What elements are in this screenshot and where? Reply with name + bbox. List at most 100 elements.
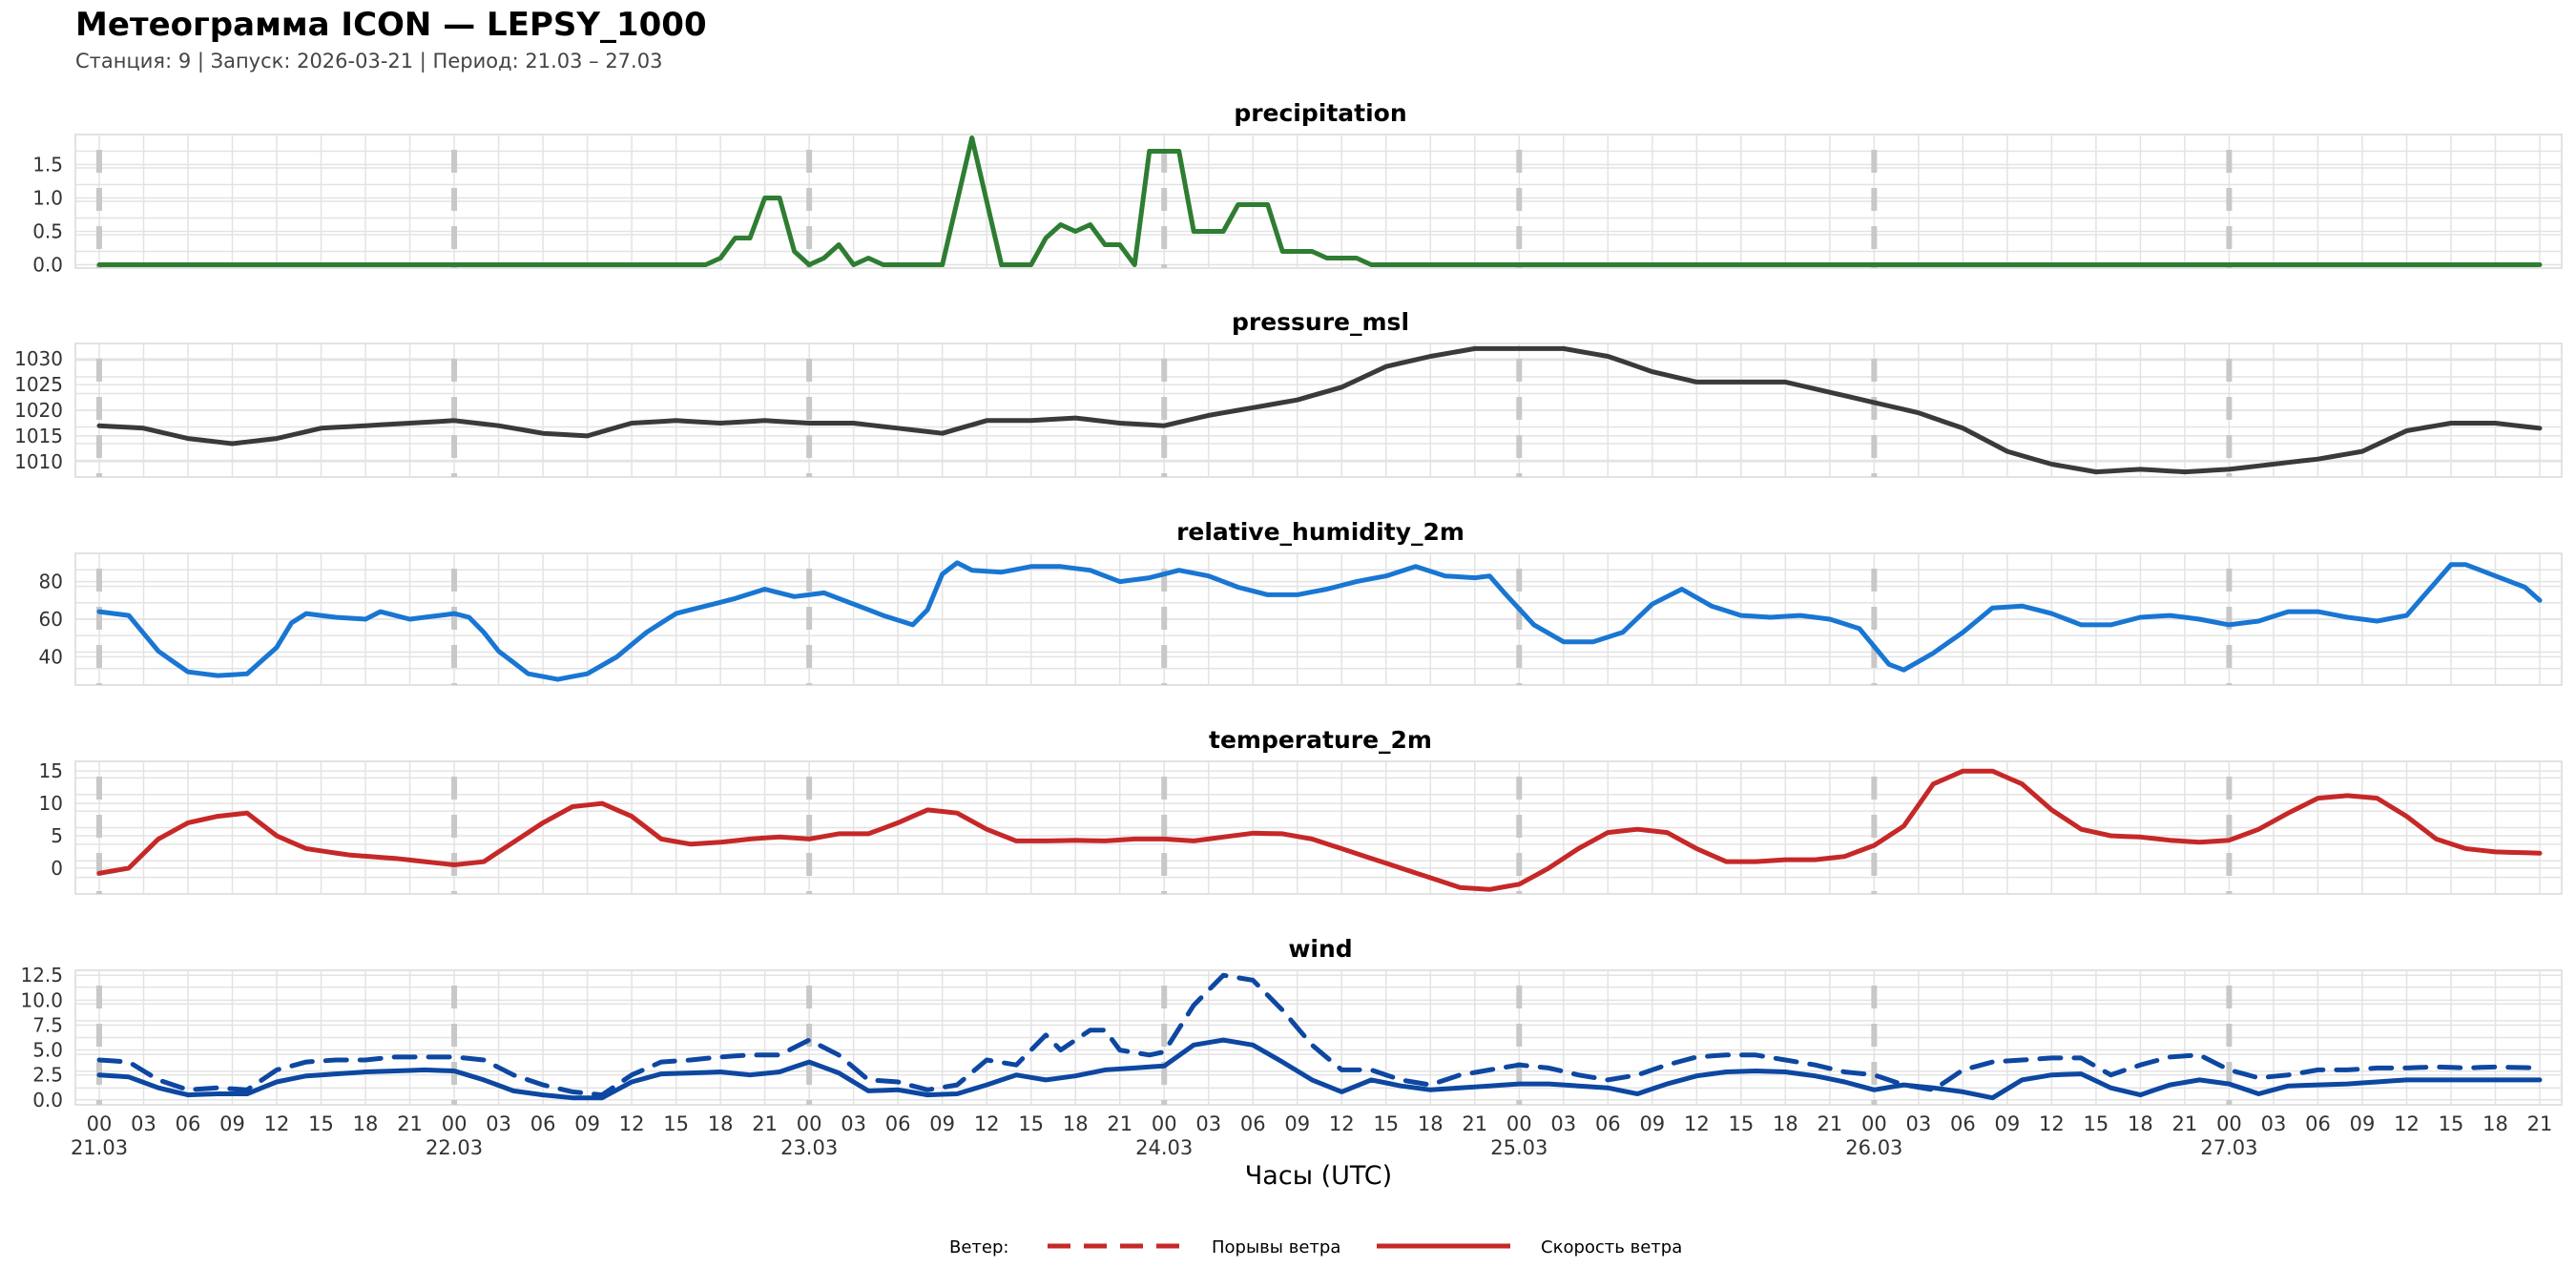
y-tick-label: 0 [51, 857, 63, 880]
x-tick-label: 15 [663, 1112, 689, 1135]
x-tick-label: 12 [1684, 1112, 1710, 1135]
x-tick-label: 21 [1462, 1112, 1487, 1135]
panel-pressure-msl: 1010 1015 1020 1025 1030 pressure_msl [14, 308, 2563, 478]
x-date-label: 22.03 [426, 1136, 483, 1159]
panel-precipitation: 0.0 0.5 1.0 1.5 precipitation [32, 99, 2563, 277]
x-tick-label: 06 [176, 1112, 201, 1135]
series-precipitation [96, 135, 2543, 267]
y-tick-label: 40 [39, 645, 63, 668]
x-date-label: 21.03 [71, 1136, 128, 1159]
meteogram-chart: 0.00.51.01.5precipitation101010151020102… [14, 99, 2563, 1191]
x-date-label: 24.03 [1135, 1136, 1193, 1159]
x-tick-label: 15 [1018, 1112, 1044, 1135]
x-tick-label: 03 [841, 1112, 866, 1135]
y-tick-label: 0.0 [32, 254, 63, 277]
x-axis-title: Часы (UTC) [1245, 1161, 1392, 1191]
y-tick-label: 80 [39, 571, 63, 593]
x-tick-label: 18 [1773, 1112, 1798, 1135]
x-tick-label: 21 [1107, 1112, 1132, 1135]
x-tick-label: 03 [486, 1112, 511, 1135]
series-Порывы-ветра [96, 972, 2543, 1098]
x-tick-label: 06 [1240, 1112, 1266, 1135]
x-tick-label: 00 [87, 1112, 113, 1135]
y-tick-label: 1030 [14, 347, 63, 370]
chart-legend: Ветер: Порывы ветра Скорость ветра [949, 1237, 1682, 1257]
x-tick-label: 00 [442, 1112, 467, 1135]
x-tick-label: 09 [1639, 1112, 1665, 1135]
y-tick-label: 1010 [14, 450, 63, 473]
x-tick-label: 12 [2394, 1112, 2420, 1135]
x-tick-label: 15 [308, 1112, 334, 1135]
x-axis: 00 03 06 09 12 15 18 21 00 03 06 09 12 15 18 21 00 03 06 09… [71, 1112, 2552, 1191]
panel-title: precipitation [1234, 99, 1406, 127]
y-tick-label: 10.0 [20, 988, 63, 1011]
x-tick-label: 09 [929, 1112, 955, 1135]
x-date-label: 23.03 [780, 1136, 838, 1159]
x-tick-label: 00 [797, 1112, 822, 1135]
x-tick-label: 12 [264, 1112, 290, 1135]
x-tick-label: 09 [574, 1112, 600, 1135]
x-tick-label: 18 [353, 1112, 379, 1135]
panel-temperature-2m: 0 5 10 15 temperature_2m [39, 726, 2563, 895]
x-tick-label: 00 [1861, 1112, 1887, 1135]
y-tick-label: 5 [51, 824, 63, 847]
x-tick-label: 00 [1506, 1112, 1532, 1135]
y-tick-label: 5.0 [32, 1039, 63, 1062]
x-tick-label: 09 [219, 1112, 245, 1135]
x-tick-label: 09 [1995, 1112, 2021, 1135]
series-temperature-2m [96, 768, 2543, 892]
x-tick-label: 03 [2261, 1112, 2287, 1135]
y-tick-label: 15 [39, 759, 63, 782]
x-tick-label: 06 [2305, 1112, 2331, 1135]
series-pressure-msl [96, 345, 2543, 475]
y-tick-label: 0.0 [32, 1089, 63, 1111]
x-tick-label: 03 [1906, 1112, 1932, 1135]
y-tick-label: 1.5 [32, 154, 63, 177]
x-tick-label: 09 [1284, 1112, 1310, 1135]
x-tick-label: 18 [2128, 1112, 2153, 1135]
panel-relative-humidity-2m: 40 60 80 relative_humidity_2m [39, 518, 2563, 686]
x-tick-label: 03 [1195, 1112, 1221, 1135]
panel-title: pressure_msl [1232, 308, 1409, 336]
y-tick-label: 2.5 [32, 1064, 63, 1087]
y-tick-label: 1015 [14, 425, 63, 447]
x-tick-label: 00 [1152, 1112, 1177, 1135]
x-tick-label: 15 [2439, 1112, 2464, 1135]
x-date-label: 27.03 [2200, 1136, 2257, 1159]
y-tick-label: 1025 [14, 373, 63, 396]
x-tick-label: 03 [1550, 1112, 1576, 1135]
x-tick-label: 06 [1595, 1112, 1621, 1135]
y-tick-label: 0.5 [32, 220, 63, 243]
series-Скорость-ветра [96, 1037, 2543, 1101]
x-tick-label: 06 [1950, 1112, 1976, 1135]
y-tick-label: 60 [39, 608, 63, 631]
x-tick-label: 21 [1817, 1112, 1842, 1135]
y-tick-label: 1.0 [32, 187, 63, 210]
legend-speed-label: Скорость ветра [1541, 1237, 1682, 1257]
y-tick-label: 12.5 [20, 964, 63, 987]
x-tick-label: 00 [2216, 1112, 2242, 1135]
x-tick-label: 06 [530, 1112, 556, 1135]
series-relative-humidity-2m [96, 560, 2543, 682]
x-tick-label: 18 [2483, 1112, 2508, 1135]
panel-title: temperature_2m [1209, 726, 1432, 754]
y-tick-label: 10 [39, 792, 63, 815]
x-tick-label: 15 [1373, 1112, 1399, 1135]
x-tick-label: 15 [2084, 1112, 2109, 1135]
x-date-label: 25.03 [1490, 1136, 1548, 1159]
x-tick-label: 03 [131, 1112, 156, 1135]
x-date-label: 26.03 [1845, 1136, 1902, 1159]
x-tick-label: 15 [1728, 1112, 1754, 1135]
y-tick-label: 7.5 [32, 1013, 63, 1036]
x-tick-label: 21 [2172, 1112, 2198, 1135]
y-tick-label: 1020 [14, 399, 63, 422]
x-tick-label: 21 [752, 1112, 778, 1135]
x-tick-label: 12 [974, 1112, 1000, 1135]
x-tick-label: 12 [1329, 1112, 1355, 1135]
x-tick-label: 09 [2350, 1112, 2376, 1135]
x-tick-label: 21 [2527, 1112, 2553, 1135]
x-tick-label: 12 [619, 1112, 645, 1135]
x-tick-label: 21 [397, 1112, 423, 1135]
legend-title: Ветер: [949, 1237, 1008, 1257]
panel-title: wind [1288, 935, 1352, 963]
